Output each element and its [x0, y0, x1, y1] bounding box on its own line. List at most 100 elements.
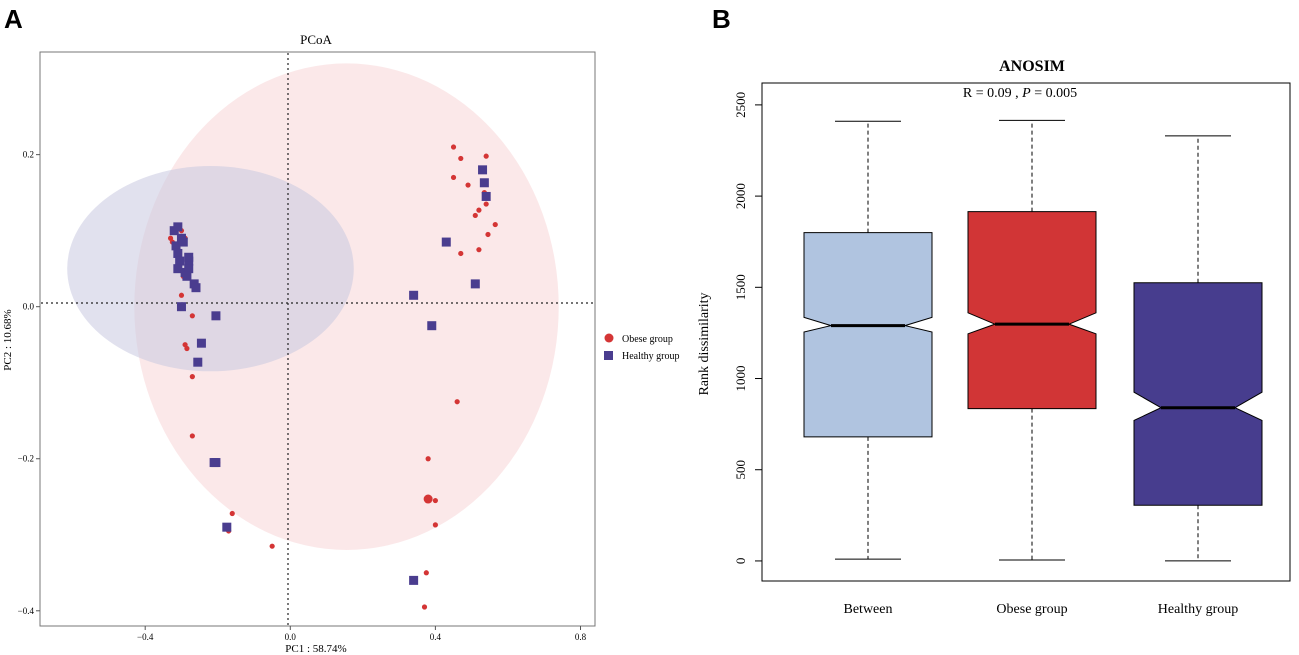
anosim-y-tick-label: 2500	[733, 92, 748, 118]
obese-point	[189, 313, 195, 319]
pcoa-x-tick-label: 0.4	[430, 632, 442, 642]
obese-point	[189, 433, 195, 439]
obese-point	[476, 207, 482, 213]
anosim-y-tick-label: 500	[733, 460, 748, 480]
box-healthy	[1133, 135, 1263, 562]
obese-point	[492, 221, 498, 228]
pcoa-y-tick-label: −0.2	[18, 454, 34, 464]
anosim-category-label: Between	[844, 602, 893, 617]
anosim-plot-frame	[761, 82, 1291, 582]
anosim-y-tick-label: 1500	[733, 274, 748, 300]
obese-point-large	[423, 494, 433, 504]
box-body	[1133, 282, 1263, 506]
healthy-point	[196, 338, 206, 348]
anosim-y-label: Rank dissimilarity	[697, 292, 712, 395]
legend-healthy-marker	[604, 351, 613, 360]
obese-point	[425, 456, 431, 462]
box-obese	[967, 119, 1097, 561]
obese-point	[454, 399, 460, 405]
healthy-point	[182, 271, 192, 281]
pcoa-x-axis: −0.4 0.0 0.4 0.8	[137, 626, 587, 642]
healthy-point	[173, 248, 183, 258]
obese-point	[450, 144, 457, 150]
anosim-p-label: P	[1021, 86, 1031, 101]
healthy-point	[470, 279, 480, 289]
anosim-subtitle: R = 0.09 , P = 0.005	[963, 86, 1077, 101]
healthy-point	[409, 290, 419, 300]
pcoa-y-tick-label: 0.0	[23, 302, 35, 312]
pcoa-x-tick-label: 0.0	[285, 632, 297, 642]
healthy-point	[173, 222, 183, 232]
anosim-panel: B ANOSIM R = 0.09 , P = 0.005 0 500 1000 15…	[697, 4, 1291, 617]
obese-point	[178, 292, 185, 298]
obese-point	[421, 604, 428, 610]
reference-lines	[41, 53, 595, 626]
obese-point	[458, 250, 464, 257]
pcoa-x-label: PC1 : 58.74%	[285, 643, 346, 655]
obese-point	[189, 374, 195, 380]
healthy-point	[209, 458, 219, 468]
anosim-category-label: Obese group	[996, 602, 1067, 617]
legend-healthy-label: Healthy group	[622, 351, 680, 362]
healthy-point	[178, 237, 188, 247]
anosim-y-tick-label: 0	[733, 558, 748, 565]
ellipse-layer	[67, 63, 559, 550]
pcoa-y-tick-label: −0.4	[18, 606, 35, 616]
obese-point	[229, 510, 235, 517]
point-layer	[167, 144, 498, 610]
healthy-point	[481, 191, 491, 201]
anosim-y-tick-label: 1000	[733, 366, 748, 392]
legend-obese-label: Obese group	[622, 334, 673, 345]
healthy-point	[191, 283, 201, 293]
anosim-x-axis: Between Obese group Healthy group	[844, 602, 1239, 617]
healthy-point	[409, 575, 419, 585]
healthy-point	[193, 357, 203, 367]
panel-b-label: B	[712, 4, 731, 34]
pcoa-title: PCoA	[300, 32, 332, 47]
obese-point	[465, 182, 471, 188]
panel-a-label: A	[4, 4, 23, 34]
ellipse-healthy	[67, 166, 354, 372]
pcoa-y-tick-label: 0.2	[23, 150, 34, 160]
healthy-point	[173, 264, 183, 274]
pcoa-y-label: PC2 : 10.68%	[2, 309, 14, 370]
legend-obese-marker	[604, 333, 614, 343]
obese-point	[476, 247, 482, 253]
anosim-y-axis: 0 500 1000 1500 2000 2500	[733, 92, 762, 564]
box-layer	[803, 119, 1263, 562]
pcoa-legend: Obese group Healthy group	[604, 333, 680, 362]
healthy-point	[478, 165, 488, 175]
pcoa-plot-frame	[39, 51, 596, 627]
pcoa-y-axis: 0.2 0.0 −0.2 −0.4	[18, 150, 40, 616]
pcoa-x-tick-label: 0.8	[575, 632, 587, 642]
healthy-point	[175, 256, 185, 266]
healthy-point	[184, 264, 194, 274]
healthy-point	[479, 178, 489, 188]
healthy-point	[222, 522, 232, 532]
anosim-category-label: Healthy group	[1158, 602, 1238, 617]
anosim-r-text: R = 0.09 ,	[963, 86, 1019, 101]
anosim-p-value: = 0.005	[1031, 86, 1077, 101]
obese-point	[483, 153, 489, 159]
healthy-point	[427, 321, 437, 331]
healthy-point	[441, 237, 451, 247]
obese-point	[450, 174, 457, 181]
obese-point	[472, 212, 478, 219]
box-body	[967, 211, 1097, 410]
box-body	[803, 232, 933, 438]
pcoa-panel: A PCoA −0.4 0.0 0.4 0.8 0.2 0.0 −0.2 −0.4 PC1 …	[2, 4, 680, 655]
healthy-point	[184, 252, 194, 262]
obese-point	[184, 345, 190, 352]
obese-point	[458, 155, 464, 162]
anosim-y-tick-label: 2000	[733, 183, 748, 209]
healthy-point	[176, 302, 186, 312]
obese-point	[423, 570, 429, 576]
obese-point	[432, 497, 438, 504]
healthy-point	[211, 311, 221, 321]
obese-point	[432, 522, 438, 528]
obese-point	[269, 543, 275, 549]
pcoa-x-tick-label: −0.4	[137, 632, 154, 642]
obese-point	[483, 201, 489, 207]
anosim-title: ANOSIM	[999, 58, 1065, 75]
